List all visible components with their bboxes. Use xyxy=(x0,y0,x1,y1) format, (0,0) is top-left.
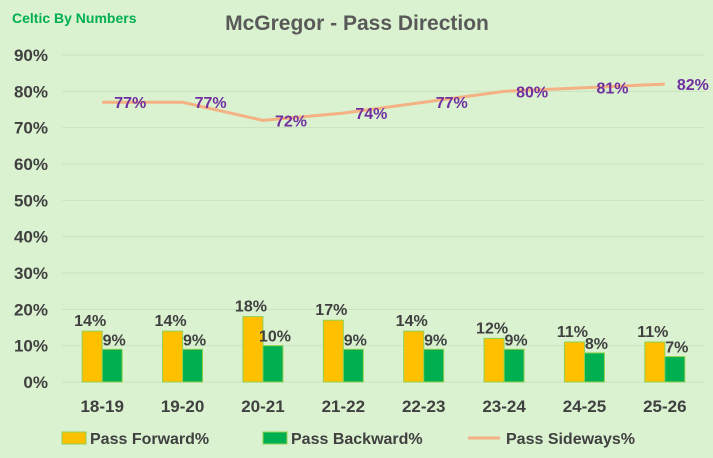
data-label-forward: 11% xyxy=(557,324,588,341)
y-tick-label: 60% xyxy=(14,155,48,174)
bar-pass-backward xyxy=(583,352,605,383)
bars xyxy=(81,316,686,383)
bar-pass-forward xyxy=(322,319,344,383)
data-label-backward: 9% xyxy=(344,332,367,349)
data-label-backward: 9% xyxy=(424,332,447,349)
bar-pass-forward xyxy=(403,330,425,383)
data-label-sideways: 74% xyxy=(355,106,387,123)
data-label-forward: 14% xyxy=(155,313,187,330)
bar-pass-backward xyxy=(342,348,364,383)
legend: Pass Forward% Pass Backward% Pass Sideways… xyxy=(61,431,635,448)
bar-pass-forward xyxy=(81,330,103,383)
data-label-forward: 17% xyxy=(315,302,347,319)
data-label-forward: 14% xyxy=(396,313,428,330)
data-label-backward: 9% xyxy=(103,332,126,349)
bar-pass-backward xyxy=(262,345,284,383)
data-label-sideways: 81% xyxy=(596,81,628,98)
x-tick-label: 24-25 xyxy=(563,397,606,416)
bar-pass-forward xyxy=(644,341,666,383)
bar-pass-forward xyxy=(162,330,184,383)
x-tick-label: 23-24 xyxy=(482,397,526,416)
y-tick-label: 70% xyxy=(14,119,48,138)
y-tick-label: 50% xyxy=(14,191,48,210)
y-tick-label: 40% xyxy=(14,228,48,247)
bar-pass-forward xyxy=(563,341,585,383)
legend-label: Pass Backward% xyxy=(291,431,423,448)
bar-pass-backward xyxy=(664,356,686,383)
brand-logo-text: Celtic By Numbers xyxy=(12,10,137,26)
data-label-forward: 11% xyxy=(637,324,668,341)
data-label-sideways: 77% xyxy=(195,95,227,112)
data-label-backward: 8% xyxy=(585,336,608,353)
legend-swatch xyxy=(61,431,87,445)
y-axis-ticks: 0% 10% 20% 30% 40% 50% 60% 70% 80% 90% xyxy=(14,46,48,392)
legend-label: Pass Forward% xyxy=(90,431,209,448)
x-tick-label: 21-22 xyxy=(322,397,365,416)
x-tick-label: 18-19 xyxy=(80,397,123,416)
bar-pass-backward xyxy=(101,348,123,383)
data-label-forward: 14% xyxy=(74,313,106,330)
y-tick-label: 20% xyxy=(14,300,48,319)
bar-pass-backward xyxy=(182,348,204,383)
gridlines xyxy=(62,54,705,383)
data-label-forward: 18% xyxy=(235,299,267,316)
chart-title: McGregor - Pass Direction xyxy=(225,12,489,35)
y-tick-label: 80% xyxy=(14,82,48,101)
bar-pass-backward xyxy=(423,348,445,383)
line-pass-sideways xyxy=(102,82,665,122)
x-axis-ticks: 18-19 19-20 20-21 21-22 22-23 23-24 24-25 25-26 xyxy=(80,397,686,416)
data-label-backward: 9% xyxy=(505,332,528,349)
data-label-backward: 10% xyxy=(259,329,291,346)
data-label-sideways: 77% xyxy=(436,95,468,112)
bar-pass-forward xyxy=(242,316,264,383)
bar-pass-backward xyxy=(503,348,525,383)
data-label-sideways: 72% xyxy=(275,113,307,130)
y-tick-label: 90% xyxy=(14,46,48,65)
legend-swatch xyxy=(262,431,288,445)
x-tick-label: 25-26 xyxy=(643,397,686,416)
data-label-sideways: 77% xyxy=(114,95,146,112)
bar-pass-forward xyxy=(483,337,505,383)
x-tick-label: 19-20 xyxy=(161,397,204,416)
x-tick-label: 20-21 xyxy=(241,397,284,416)
x-tick-label: 22-23 xyxy=(402,397,445,416)
data-label-backward: 9% xyxy=(183,332,206,349)
legend-label: Pass Sideways% xyxy=(506,431,635,448)
data-labels: 14%9%14%9%18%10%17%9%14%9%12%9% 11%8%11%7… xyxy=(74,77,709,357)
y-tick-label: 30% xyxy=(14,264,48,283)
data-label-sideways: 82% xyxy=(677,77,709,94)
y-tick-label: 0% xyxy=(23,373,48,392)
data-label-forward: 12% xyxy=(476,320,508,337)
y-tick-label: 10% xyxy=(14,337,48,356)
data-label-backward: 7% xyxy=(665,340,688,357)
sideways-line-series xyxy=(102,82,665,122)
data-label-sideways: 80% xyxy=(516,84,548,101)
